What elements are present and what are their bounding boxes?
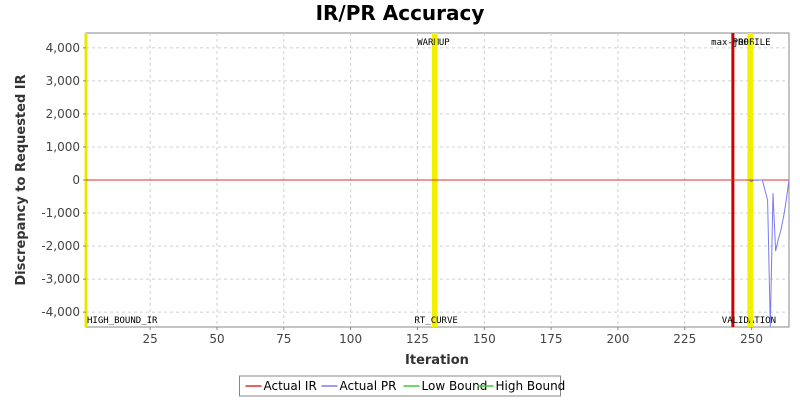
x-tick-label: 250 bbox=[740, 332, 763, 346]
legend: Actual IR Actual PR Low Bound High Bound bbox=[239, 375, 566, 397]
y-tick-label: -2,000 bbox=[41, 239, 80, 253]
x-tick-label: 100 bbox=[339, 332, 362, 346]
y-axis-label: Discrepancy to Requested IR bbox=[14, 74, 29, 285]
x-tick-label: 50 bbox=[209, 332, 224, 346]
y-tick-label: 4,000 bbox=[46, 41, 80, 55]
x-tick-label: 150 bbox=[473, 332, 496, 346]
marker-label: HIGH_BOUND_IR bbox=[87, 316, 158, 326]
marker-label: WARMUP bbox=[417, 38, 450, 48]
marker-label: max-jOPS bbox=[711, 38, 754, 48]
x-tick-label: 75 bbox=[276, 332, 291, 346]
y-tick-label: 1,000 bbox=[46, 140, 80, 154]
x-axis-label: Iteration bbox=[405, 353, 469, 368]
marker-label: PROFILE bbox=[733, 38, 771, 48]
x-tick-label: 200 bbox=[606, 332, 629, 346]
chart-title: IR/PR Accuracy bbox=[316, 1, 485, 25]
y-tick-label: 2,000 bbox=[46, 107, 80, 121]
legend-label: Low Bound bbox=[422, 379, 488, 393]
x-axis-ticks: 25 50 75 100 125 150 175 200 225 250 bbox=[143, 327, 763, 346]
x-tick-label: 25 bbox=[143, 332, 158, 346]
legend-label: Actual IR bbox=[264, 379, 317, 393]
x-tick-label: 175 bbox=[540, 332, 563, 346]
legend-label: Actual PR bbox=[340, 379, 397, 393]
x-tick-label: 225 bbox=[673, 332, 696, 346]
y-tick-label: -3,000 bbox=[41, 272, 80, 286]
y-tick-label: 3,000 bbox=[46, 74, 80, 88]
legend-box bbox=[239, 375, 561, 397]
y-tick-label: -4,000 bbox=[41, 305, 80, 319]
x-tick-label: 125 bbox=[406, 332, 429, 346]
series-line bbox=[748, 179, 790, 328]
y-axis-ticks: 4,000 3,000 2,000 1,000 0 -1,000 -2,000 -3,000 -… bbox=[41, 41, 86, 319]
y-tick-label: -1,000 bbox=[41, 206, 80, 220]
marker-label: RT_CURVE bbox=[414, 316, 457, 326]
y-tick-label: 0 bbox=[72, 173, 80, 187]
series-lines bbox=[86, 179, 790, 328]
legend-label: High Bound bbox=[496, 379, 566, 393]
marker-label: VALIDATION bbox=[722, 316, 776, 326]
